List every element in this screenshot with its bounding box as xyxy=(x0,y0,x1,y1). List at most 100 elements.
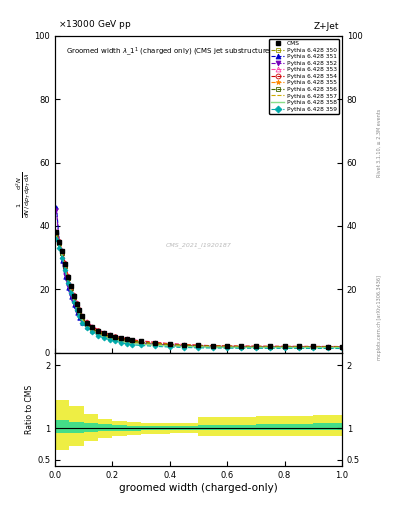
Pythia 6.428 353 xyxy=(74,299,79,305)
Pythia 6.428 358 xyxy=(66,279,70,285)
Pythia 6.428 357 xyxy=(84,322,89,328)
CMS xyxy=(77,307,82,313)
Pythia 6.428 358 xyxy=(113,337,118,343)
Pythia 6.428 352 xyxy=(311,344,316,350)
Pythia 6.428 355 xyxy=(297,344,301,350)
CMS xyxy=(253,343,258,349)
Pythia 6.428 352 xyxy=(74,308,79,314)
Pythia 6.428 353 xyxy=(239,343,244,349)
Pythia 6.428 355 xyxy=(57,240,62,246)
Pythia 6.428 350 xyxy=(68,285,73,291)
Pythia 6.428 354 xyxy=(96,327,101,333)
Pythia 6.428 354 xyxy=(71,292,76,298)
Pythia 6.428 352 xyxy=(153,341,158,347)
Pythia 6.428 352 xyxy=(182,343,187,349)
CMS xyxy=(74,301,79,307)
Pythia 6.428 355 xyxy=(239,343,244,349)
Pythia 6.428 352 xyxy=(139,340,143,346)
Pythia 6.428 354 xyxy=(297,344,301,350)
CMS xyxy=(282,344,287,350)
Pythia 6.428 357 xyxy=(80,316,84,323)
Pythia 6.428 352 xyxy=(325,344,330,350)
Pythia 6.428 353 xyxy=(139,337,143,344)
Pythia 6.428 350 xyxy=(139,339,143,346)
Pythia 6.428 355 xyxy=(68,284,73,290)
Pythia 6.428 350 xyxy=(239,343,244,349)
Pythia 6.428 350 xyxy=(211,343,215,349)
Pythia 6.428 354 xyxy=(167,341,172,347)
Pythia 6.428 358 xyxy=(101,334,106,340)
CMS xyxy=(80,313,84,319)
Text: mcplots.cern.ch [arXiv:1306.3436]: mcplots.cern.ch [arXiv:1306.3436] xyxy=(377,275,382,360)
Pythia 6.428 353 xyxy=(130,337,135,343)
Pythia 6.428 352 xyxy=(297,344,301,350)
Pythia 6.428 357 xyxy=(325,344,330,350)
Pythia 6.428 351 xyxy=(340,344,344,350)
Pythia 6.428 353 xyxy=(68,282,73,288)
Pythia 6.428 351 xyxy=(239,344,244,350)
CMS xyxy=(139,338,143,345)
Pythia 6.428 354 xyxy=(107,332,112,338)
Pythia 6.428 353 xyxy=(80,312,84,318)
CMS xyxy=(325,344,330,350)
Text: $\times$13000 GeV pp: $\times$13000 GeV pp xyxy=(58,18,131,31)
Pythia 6.428 359 xyxy=(139,343,143,349)
Line: Pythia 6.428 359: Pythia 6.428 359 xyxy=(55,237,343,350)
Pythia 6.428 359 xyxy=(77,313,82,319)
Pythia 6.428 353 xyxy=(107,331,112,337)
Pythia 6.428 352 xyxy=(282,344,287,350)
Pythia 6.428 356 xyxy=(57,240,62,246)
Pythia 6.428 358 xyxy=(74,305,79,311)
Pythia 6.428 357 xyxy=(167,342,172,348)
Pythia 6.428 350 xyxy=(66,275,70,281)
Pythia 6.428 358 xyxy=(57,244,62,250)
Pythia 6.428 351 xyxy=(125,338,129,345)
Pythia 6.428 359 xyxy=(196,345,201,351)
Pythia 6.428 350 xyxy=(71,294,76,301)
Pythia 6.428 359 xyxy=(119,339,123,346)
Pythia 6.428 354 xyxy=(80,313,84,319)
Pythia 6.428 354 xyxy=(253,343,258,349)
Pythia 6.428 355 xyxy=(139,338,143,345)
Pythia 6.428 356 xyxy=(119,336,123,342)
Pythia 6.428 357 xyxy=(153,342,158,348)
CMS xyxy=(71,293,76,299)
X-axis label: groomed width (charged-only): groomed width (charged-only) xyxy=(119,482,278,493)
Pythia 6.428 351 xyxy=(90,328,95,334)
Pythia 6.428 355 xyxy=(60,249,64,255)
CMS xyxy=(90,324,95,330)
Pythia 6.428 350 xyxy=(63,263,68,269)
Pythia 6.428 352 xyxy=(57,240,62,246)
Pythia 6.428 358 xyxy=(253,345,258,351)
Pythia 6.428 356 xyxy=(268,344,273,350)
Pythia 6.428 352 xyxy=(130,339,135,345)
CMS xyxy=(113,333,118,339)
Pythia 6.428 356 xyxy=(297,344,301,350)
Pythia 6.428 350 xyxy=(119,336,123,342)
Pythia 6.428 354 xyxy=(101,330,106,336)
Pythia 6.428 358 xyxy=(125,339,129,346)
Pythia 6.428 358 xyxy=(340,345,344,351)
Pythia 6.428 351 xyxy=(101,333,106,339)
Pythia 6.428 357 xyxy=(54,232,59,239)
Pythia 6.428 356 xyxy=(60,250,64,256)
Pythia 6.428 357 xyxy=(60,251,64,258)
Line: Pythia 6.428 350: Pythia 6.428 350 xyxy=(55,232,343,348)
Pythia 6.428 358 xyxy=(239,345,244,351)
Pythia 6.428 352 xyxy=(211,343,215,349)
Pythia 6.428 357 xyxy=(311,344,316,350)
Pythia 6.428 350 xyxy=(84,321,89,327)
Pythia 6.428 356 xyxy=(167,342,172,348)
Pythia 6.428 357 xyxy=(77,310,82,316)
Pythia 6.428 351 xyxy=(211,344,215,350)
Pythia 6.428 353 xyxy=(325,344,330,350)
Pythia 6.428 355 xyxy=(130,337,135,344)
Pythia 6.428 352 xyxy=(101,333,106,339)
Pythia 6.428 358 xyxy=(96,331,101,337)
Pythia 6.428 356 xyxy=(211,343,215,349)
Pythia 6.428 350 xyxy=(253,344,258,350)
Pythia 6.428 351 xyxy=(282,344,287,350)
Pythia 6.428 357 xyxy=(182,343,187,349)
Pythia 6.428 357 xyxy=(196,344,201,350)
Pythia 6.428 355 xyxy=(311,344,316,350)
